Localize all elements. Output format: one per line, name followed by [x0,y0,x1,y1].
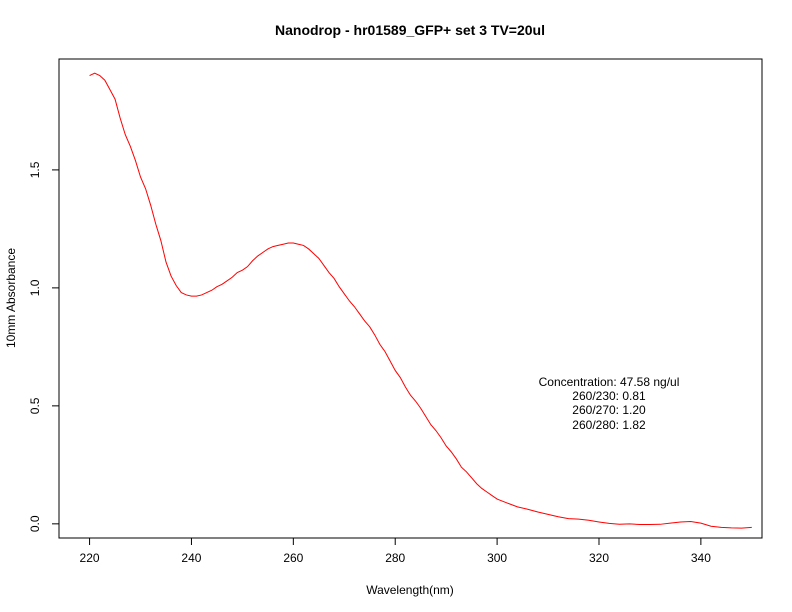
concentration-text: Concentration: 47.58 ng/ul [539,375,680,389]
y-axis-label: 10mm Absorbance [4,248,18,348]
plot-frame [58,58,763,539]
stats-annotation: Concentration: 47.58 ng/ul 260/230: 0.81… [539,375,680,432]
x-axis: 220 240 260 280 300 320 340 [80,538,711,565]
y-tick-label: 0.0 [28,515,42,532]
x-tick-label: 280 [385,551,405,565]
x-tick-label: 340 [691,551,711,565]
absorbance-series-line [89,72,752,529]
ratio-260-230-text: 260/230: 0.81 [572,389,646,403]
y-tick-label: 0.5 [28,397,42,414]
ratio-260-270-text: 260/270: 1.20 [572,403,646,417]
y-tick-label: 1.5 [28,161,42,178]
y-axis: 0.0 0.5 1.0 1.5 [28,161,59,532]
x-tick-label: 220 [80,551,100,565]
chart-title: Nanodrop - hr01589_GFP+ set 3 TV=20ul [275,22,545,38]
x-tick-label: 320 [589,551,609,565]
ratio-260-280-text: 260/280: 1.82 [572,418,646,432]
x-tick-label: 300 [487,551,507,565]
x-tick-label: 260 [283,551,303,565]
x-tick-label: 240 [181,551,201,565]
y-tick-label: 1.0 [28,279,42,296]
x-axis-label: Wavelength(nm) [366,583,454,597]
